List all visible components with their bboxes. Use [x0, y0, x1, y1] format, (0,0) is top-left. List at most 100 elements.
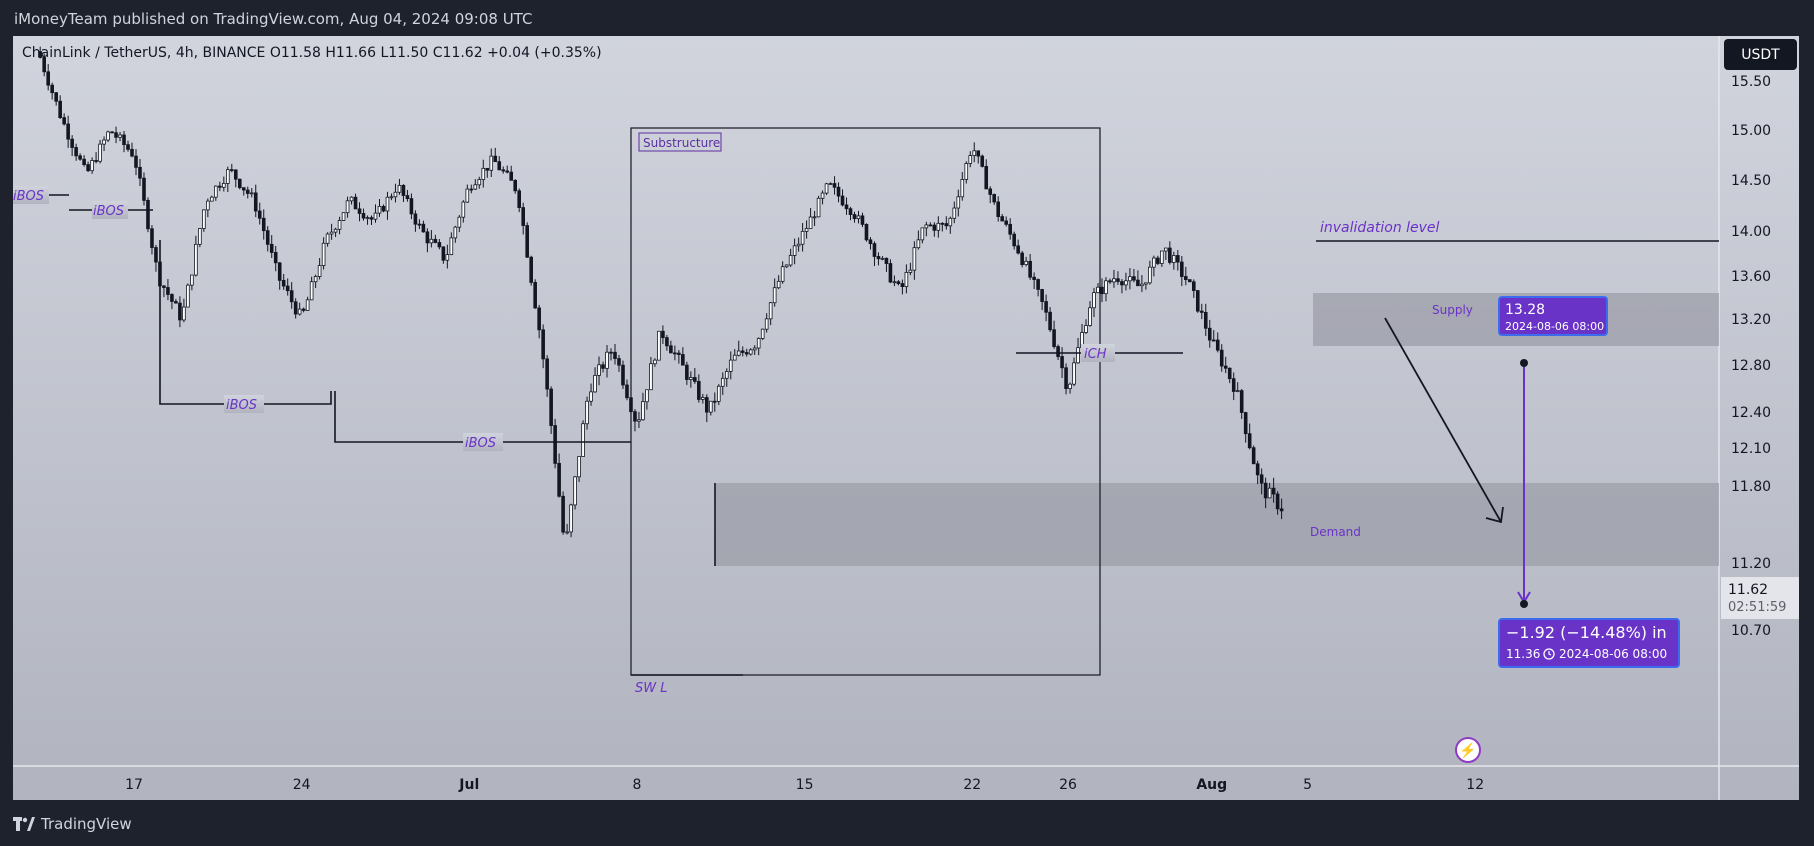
- candle: [581, 420, 585, 457]
- candle: [904, 264, 909, 294]
- price-range-measure[interactable]: 13.28 2024-08-06 08:00 −1.92 (−14.48%) i…: [1498, 296, 1680, 668]
- candle: [840, 189, 845, 207]
- candle: [1144, 282, 1148, 290]
- candle: [541, 324, 545, 369]
- candle: [637, 411, 641, 428]
- invalidation-label: invalidation level: [1320, 220, 1440, 236]
- ibos-line-4: [334, 391, 631, 443]
- candle: [888, 259, 893, 284]
- price-axis[interactable]: [1719, 36, 1799, 800]
- candle: [848, 206, 853, 221]
- candle: [924, 221, 929, 237]
- candle: [824, 182, 829, 196]
- candle: [621, 360, 625, 389]
- candle: [1020, 250, 1024, 268]
- price-chart[interactable]: Substructure iBOS iBOS iBOS iBOS iCH SW: [13, 36, 1799, 800]
- footer-bar: TradingView: [0, 800, 1814, 846]
- candle: [321, 237, 326, 270]
- candle: [569, 503, 573, 538]
- candle: [876, 252, 881, 266]
- candle: [964, 161, 969, 184]
- candle: [1243, 411, 1248, 443]
- candle: [126, 140, 130, 152]
- candle: [381, 204, 386, 213]
- candle: [134, 149, 138, 176]
- candle: [1068, 382, 1072, 394]
- tradingview-brand[interactable]: TradingView: [13, 815, 132, 833]
- candle: [453, 225, 458, 243]
- candle: [525, 222, 529, 259]
- candle: [130, 142, 134, 158]
- candle: [832, 176, 837, 195]
- candle: [297, 302, 302, 316]
- candle: [820, 190, 825, 205]
- candle: [1227, 367, 1232, 384]
- candle: [597, 356, 601, 386]
- lightning-icon[interactable]: ⚡: [1455, 737, 1481, 763]
- candle: [988, 186, 993, 204]
- candle: [984, 159, 989, 190]
- candle: [118, 132, 122, 142]
- candle: [377, 199, 382, 217]
- candle: [565, 523, 569, 535]
- candle: [138, 159, 142, 187]
- candle: [1255, 460, 1260, 485]
- candle: [229, 163, 234, 173]
- candle: [784, 264, 789, 268]
- candle: [369, 215, 374, 225]
- candle: [190, 274, 194, 291]
- candle: [1267, 482, 1272, 499]
- candle: [1040, 288, 1044, 311]
- measure-end-price: 11.36: [1506, 647, 1540, 661]
- time-tick-label: 12: [1466, 777, 1484, 793]
- candle: [561, 491, 565, 535]
- candle: [900, 279, 905, 295]
- candle: [868, 237, 873, 250]
- candlestick-series: [38, 46, 1284, 538]
- price-tick-label: 14.00: [1731, 224, 1771, 240]
- chart-area[interactable]: Substructure iBOS iBOS iBOS iBOS iCH SW: [13, 36, 1799, 800]
- candle: [776, 275, 781, 290]
- candle: [253, 184, 258, 218]
- candle: [884, 257, 889, 272]
- candle: [341, 212, 346, 222]
- candle: [241, 187, 246, 196]
- candle: [110, 131, 114, 134]
- candle: [198, 228, 202, 248]
- candle: [1096, 283, 1100, 294]
- candle: [46, 64, 50, 91]
- candle: [501, 166, 506, 174]
- candle: [293, 298, 298, 319]
- ibos-label-2: iBOS: [93, 204, 124, 219]
- time-tick-label: 15: [796, 777, 814, 793]
- currency-badge[interactable]: USDT: [1724, 39, 1797, 70]
- projection-arrow[interactable]: [1384, 317, 1504, 524]
- clock-icon: [1543, 648, 1555, 660]
- candle: [222, 176, 226, 192]
- candle: [1211, 330, 1216, 342]
- candle: [114, 126, 118, 144]
- candle: [146, 197, 150, 233]
- candle: [421, 220, 426, 233]
- candle: [936, 216, 941, 238]
- demand-zone[interactable]: [715, 483, 1719, 566]
- candle: [836, 182, 841, 203]
- candle: [449, 232, 454, 256]
- candle: [736, 340, 741, 357]
- candle: [206, 198, 210, 218]
- time-tick-label: 24: [293, 777, 311, 793]
- symbol-legend[interactable]: ChainLink / TetherUS, 4h, BINANCE O11.58…: [22, 45, 602, 61]
- ibos-label-4: iBOS: [465, 436, 496, 451]
- candle: [633, 409, 637, 432]
- candle: [748, 348, 753, 356]
- candle: [481, 159, 486, 188]
- candle: [309, 276, 314, 301]
- candle: [1120, 279, 1124, 294]
- candle: [1176, 250, 1180, 271]
- candle: [90, 157, 94, 174]
- candle: [337, 216, 342, 235]
- candle: [425, 228, 430, 253]
- candle: [617, 354, 621, 372]
- candle: [948, 216, 953, 234]
- candle: [796, 237, 801, 252]
